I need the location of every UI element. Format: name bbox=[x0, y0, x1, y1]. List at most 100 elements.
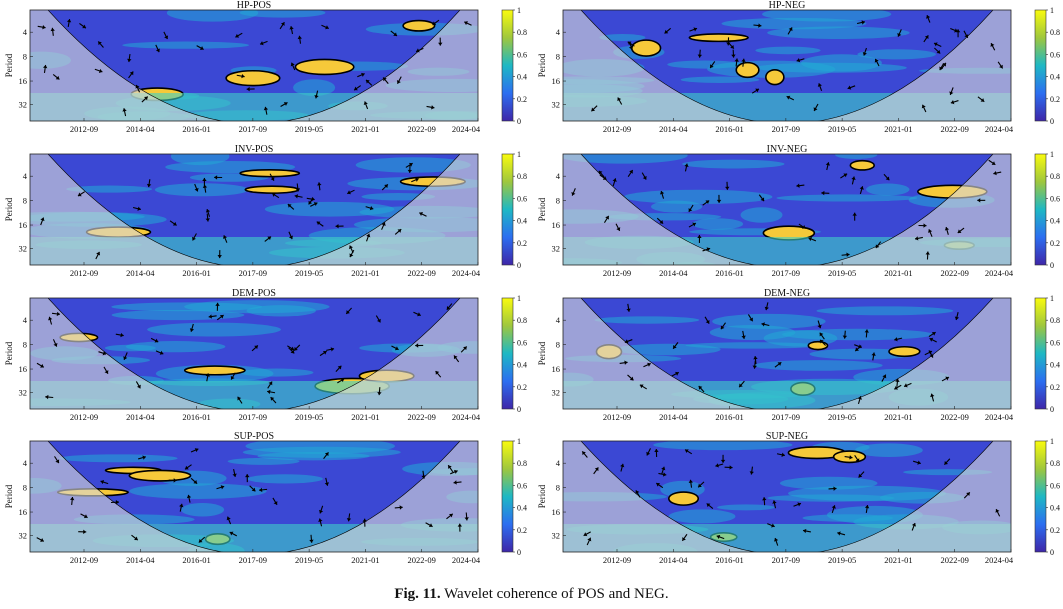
phase-arrow bbox=[914, 236, 923, 241]
phase-arrow bbox=[415, 47, 424, 53]
phase-arrow bbox=[464, 21, 472, 26]
coherence-band bbox=[680, 76, 760, 83]
phase-arrow bbox=[747, 314, 754, 322]
coherence-band bbox=[166, 10, 259, 22]
phase-arrow bbox=[464, 512, 469, 521]
figure-caption: Fig. 11. Wavelet coherence of POS and NE… bbox=[0, 586, 1063, 603]
phase-arrow bbox=[353, 85, 361, 91]
phase-arrow bbox=[753, 23, 762, 28]
y-axis-label: Period bbox=[537, 484, 547, 508]
phase-arrow bbox=[808, 237, 817, 242]
coherence-band bbox=[293, 79, 336, 97]
phase-arrow bbox=[155, 44, 160, 53]
y-tick-label: 8 bbox=[556, 483, 560, 493]
y-axis-label: Period bbox=[4, 53, 14, 77]
cone-of-influence bbox=[563, 441, 1011, 552]
panel-title: DEM-NEG bbox=[764, 288, 810, 299]
phase-arrow bbox=[419, 212, 427, 217]
x-tick-label: 2021-01 bbox=[351, 124, 379, 134]
x-tick-label: 2024-04 bbox=[452, 124, 481, 134]
phase-arrow bbox=[689, 27, 698, 32]
x-tick-label: 2017-09 bbox=[772, 268, 800, 278]
phase-arrow bbox=[612, 178, 617, 187]
phase-arrow bbox=[95, 251, 101, 260]
phase-arrow bbox=[45, 394, 54, 400]
phase-arrow bbox=[453, 480, 462, 485]
x-tick-label: 2021-01 bbox=[884, 124, 912, 134]
phase-arrow bbox=[310, 202, 318, 207]
y-tick-label: 32 bbox=[552, 530, 561, 540]
phase-arrow bbox=[925, 251, 930, 260]
x-tick-label: 2014-04 bbox=[659, 268, 688, 278]
coherence-band bbox=[754, 62, 907, 73]
phase-arrow bbox=[862, 47, 867, 56]
colorbar-tick-label: 0 bbox=[517, 548, 521, 557]
x-tick-label: 2021-01 bbox=[351, 412, 379, 422]
y-tick-label: 16 bbox=[19, 76, 28, 86]
phase-arrow bbox=[267, 381, 273, 389]
phase-arrow bbox=[761, 322, 770, 327]
phase-arrow bbox=[377, 387, 382, 396]
colorbar-tick-label: 0.6 bbox=[517, 50, 527, 59]
x-tick-label: 2016-01 bbox=[715, 412, 743, 422]
x-tick-label: 2014-04 bbox=[659, 412, 688, 422]
phase-arrow bbox=[928, 331, 936, 338]
phase-arrow bbox=[977, 198, 986, 203]
phase-arrow bbox=[421, 470, 426, 479]
phase-arrow bbox=[335, 223, 344, 229]
phase-arrow bbox=[751, 88, 760, 94]
phase-arrow bbox=[656, 217, 664, 225]
phase-arrow bbox=[415, 343, 424, 348]
colorbar-tick-label: 0.2 bbox=[517, 383, 527, 392]
phase-arrow bbox=[48, 316, 53, 325]
phase-arrow bbox=[324, 477, 330, 486]
phase-arrow bbox=[146, 179, 152, 188]
coherence-band bbox=[239, 10, 326, 18]
coherence-band bbox=[866, 183, 910, 196]
phase-arrow bbox=[926, 14, 931, 23]
phase-arrow bbox=[36, 537, 45, 542]
phase-arrow bbox=[226, 516, 232, 525]
phase-arrow bbox=[672, 342, 679, 350]
phase-arrow bbox=[222, 235, 228, 243]
phase-arrow bbox=[681, 533, 688, 542]
y-tick-label: 16 bbox=[552, 364, 561, 374]
phase-arrow bbox=[854, 345, 862, 352]
phase-arrow bbox=[661, 466, 666, 475]
x-tick-label: 2016-01 bbox=[182, 412, 210, 422]
coherence-band bbox=[717, 504, 775, 511]
phase-arrow bbox=[758, 194, 765, 202]
significance-region bbox=[128, 469, 192, 482]
x-tick-label: 2022-09 bbox=[941, 268, 969, 278]
phase-arrow bbox=[762, 497, 767, 506]
phase-arrow bbox=[883, 173, 890, 181]
phase-arrow bbox=[990, 42, 996, 51]
colorbar-tick-label: 0.4 bbox=[517, 73, 527, 82]
y-tick-label: 32 bbox=[552, 99, 561, 109]
x-tick-label: 2024-04 bbox=[985, 412, 1014, 422]
colorbar-tick-label: 1 bbox=[1050, 150, 1054, 159]
y-tick-label: 4 bbox=[556, 27, 561, 37]
phase-arrow bbox=[272, 497, 278, 506]
phase-arrow bbox=[394, 228, 402, 235]
phase-arrow bbox=[198, 536, 206, 543]
coherence-band bbox=[599, 34, 646, 41]
panel-title: INV-POS bbox=[235, 144, 274, 155]
phase-arrow bbox=[135, 381, 141, 389]
phase-arrow bbox=[246, 86, 255, 92]
phase-arrow bbox=[446, 303, 453, 311]
phase-arrow bbox=[928, 350, 934, 358]
cone-of-influence bbox=[30, 154, 478, 265]
x-tick-label: 2017-09 bbox=[239, 555, 267, 565]
phase-arrow bbox=[375, 315, 381, 323]
phase-arrow bbox=[42, 64, 48, 73]
phase-arrow bbox=[874, 58, 880, 67]
colorbar-tick-label: 0.8 bbox=[517, 316, 527, 325]
coherence-band bbox=[776, 194, 918, 202]
phase-arrow bbox=[603, 215, 610, 223]
phase-arrow bbox=[457, 523, 463, 532]
phase-arrow bbox=[318, 518, 323, 527]
coherence-band bbox=[122, 41, 250, 49]
phase-arrow bbox=[581, 451, 588, 458]
phase-arrow bbox=[875, 241, 882, 249]
